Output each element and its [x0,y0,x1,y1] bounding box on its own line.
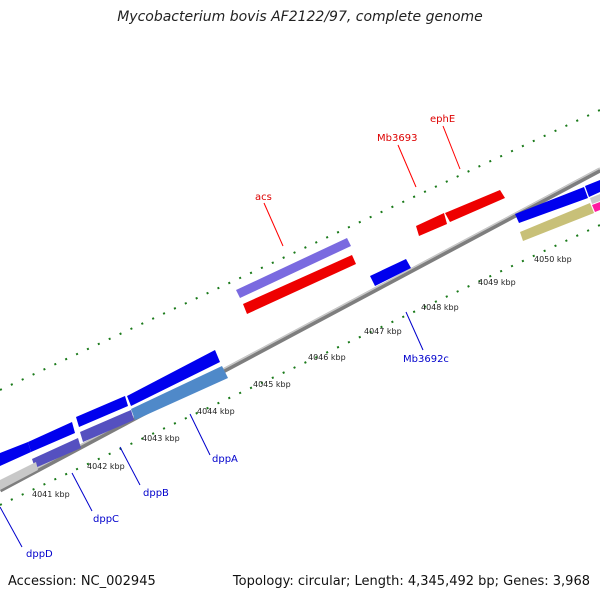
label-ephe: ephE [430,114,455,125]
gene-acs-bar[interactable] [236,238,351,298]
genome-backbone [0,167,600,493]
gene-dppc[interactable] [28,422,75,452]
label-mb3693: Mb3693 [377,133,417,144]
scale-label: 4041 kbp [32,490,70,499]
scale-label: 4044 kbp [197,407,235,416]
scale-label: 4048 kbp [421,303,459,312]
leader-lines [0,125,461,548]
gene-ephe[interactable] [445,190,505,222]
scale-label: 4042 kbp [87,462,125,471]
scale-labels: 4041 kbp 4042 kbp 4043 kbp 4044 kbp 4045… [32,255,572,499]
gene-pink[interactable] [592,202,600,212]
scale-label: 4043 kbp [142,434,180,443]
gene-olive[interactable] [520,203,594,241]
gene-mb3692c[interactable] [370,259,411,286]
gene-dppb-purple[interactable] [80,410,134,442]
gene-acs-forward[interactable] [243,255,356,314]
reverse-gene-labels: Mb3692c dppA dppB dppC dppD [26,354,449,560]
map-title: Mycobacterium bovis AF2122/97, complete … [117,9,483,25]
gene-right-blue[interactable] [515,187,588,223]
scale-label: 4050 kbp [534,255,572,264]
label-dppb: dppB [143,488,169,499]
forward-genes [236,180,600,314]
forward-gene-labels: acs Mb3693 ephE [255,114,455,203]
scale-label: 4045 kbp [253,380,291,389]
scale-label: 4047 kbp [364,327,402,336]
gene-right-blue-2[interactable] [585,180,600,197]
label-mb3692c: Mb3692c [403,354,449,365]
gene-gray-right[interactable] [590,194,600,204]
label-dppc: dppC [93,514,119,525]
accession-footer: Accession: NC_002945 [8,574,156,589]
label-dppa: dppA [212,454,238,465]
label-acs: acs [255,192,272,203]
gene-mb3693[interactable] [416,213,447,236]
gene-dppa-steel[interactable] [131,366,228,420]
gene-gray-left[interactable] [0,462,38,490]
scale-label: 4049 kbp [478,278,516,287]
gene-dppd[interactable] [0,442,31,466]
gene-dppb[interactable] [76,396,128,427]
gene-dppc-purple[interactable] [32,438,81,468]
outer-tick-track [0,109,600,391]
genome-backbone-highlight [0,167,600,489]
reverse-genes [0,259,411,490]
topology-footer: Topology: circular; Length: 4,345,492 bp… [232,574,590,589]
scale-label: 4046 kbp [308,353,346,362]
gene-dppa[interactable] [127,350,220,406]
label-dppd: dppD [26,549,53,560]
